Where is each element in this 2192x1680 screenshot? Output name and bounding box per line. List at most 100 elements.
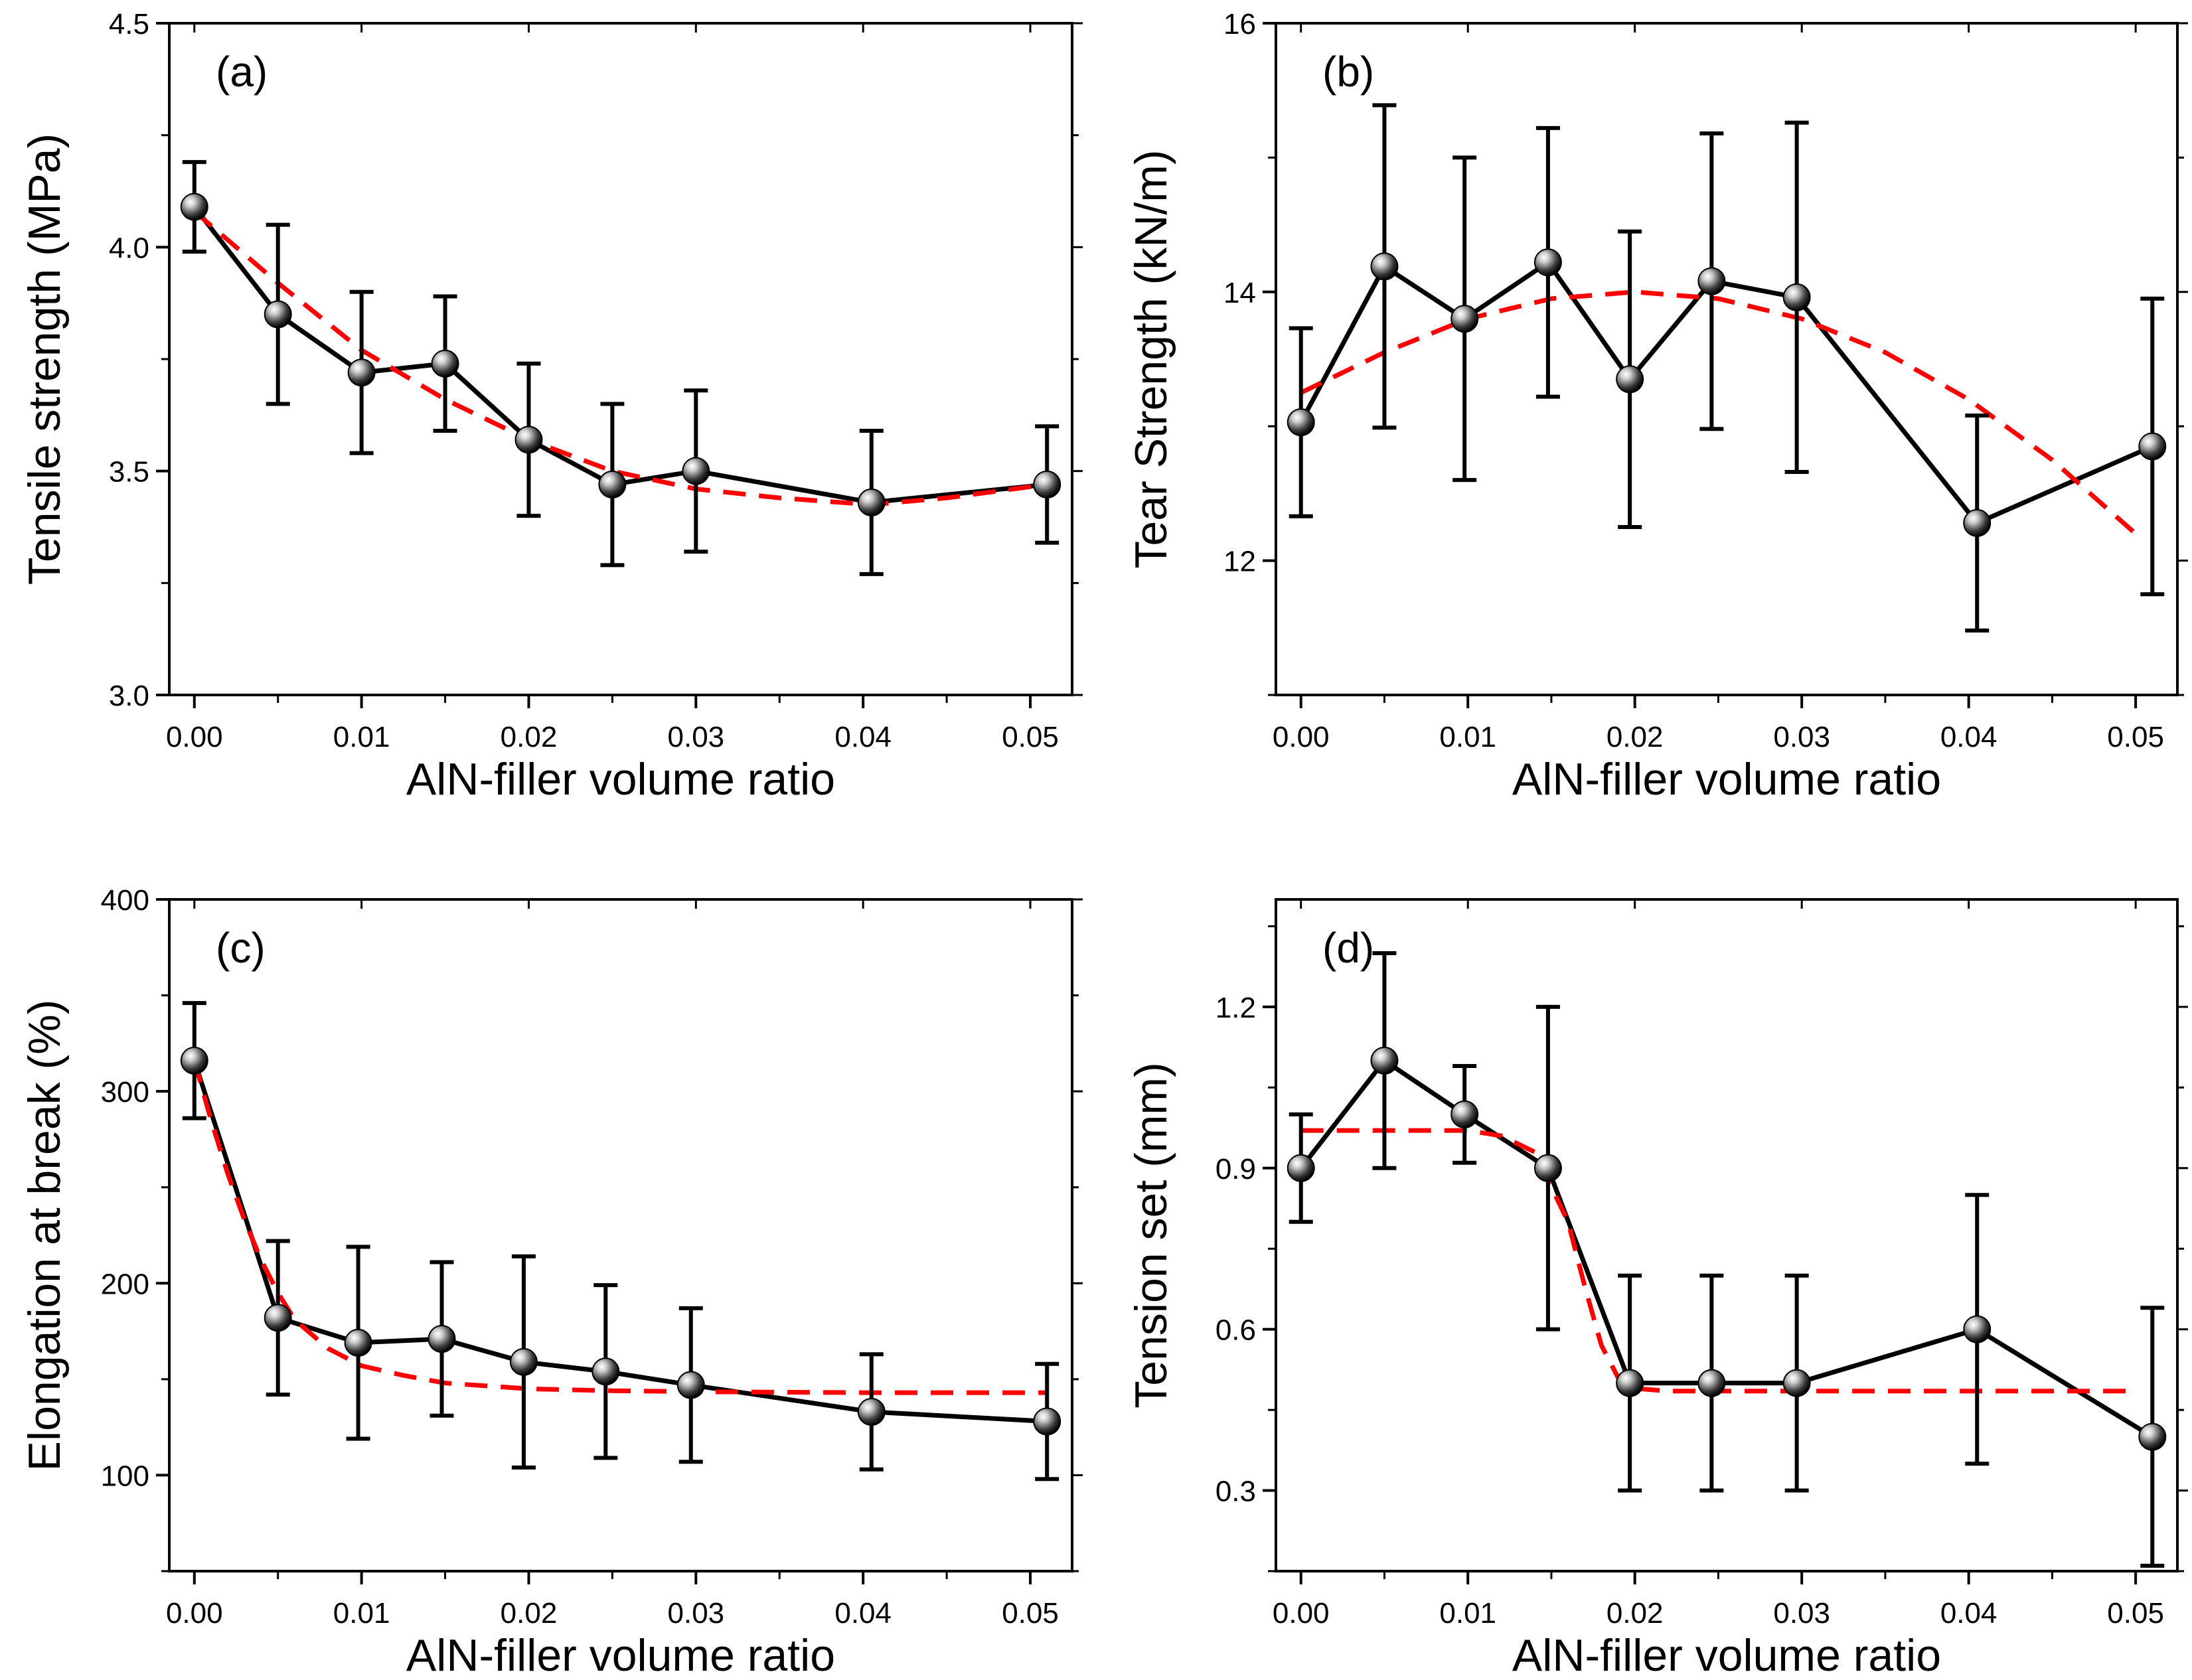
data-point — [1533, 248, 1562, 277]
chart-panel-2: 0.00 0.01 0.02 0.03 0.04 0.05 12 14 16 AlN-filler… — [1126, 8, 2188, 804]
data-point — [1450, 1100, 1479, 1128]
y-tick-label: 4.0 — [109, 232, 149, 264]
data-point — [676, 1371, 705, 1399]
data-point — [1450, 305, 1479, 333]
x-tick-label: 0.02 — [501, 721, 558, 753]
x-tick-label: 0.03 — [668, 1597, 725, 1630]
y-tick-label: 14 — [1223, 277, 1256, 309]
x-tick-label: 0.01 — [333, 721, 390, 753]
y-tick-label: 0.6 — [1215, 1314, 1256, 1347]
data-point — [1616, 365, 1644, 394]
fit-series-line — [1300, 1128, 2136, 1394]
data-point — [682, 457, 710, 485]
x-axis-title: AlN-filler volume ratio — [406, 1630, 835, 1680]
x-tick-label: 0.04 — [834, 721, 892, 753]
y-tick-label: 3.5 — [109, 456, 149, 489]
chart-panel-1: 0.00 0.01 0.02 0.03 0.04 0.05 3.0 3.5 4.0 4.5 AlN-… — [19, 8, 1083, 804]
data-point — [431, 349, 459, 378]
data-point — [1616, 1369, 1644, 1397]
y-axis-title: Tension set (mm) — [1126, 1062, 1176, 1408]
data-point — [1782, 1369, 1811, 1397]
x-tick-label: 0.02 — [501, 1597, 558, 1630]
y-tick-label: 400 — [101, 884, 149, 917]
data-point — [1963, 508, 1992, 537]
data-point — [180, 192, 208, 221]
data-point — [1033, 1407, 1061, 1436]
x-tick-label: 0.05 — [1002, 1597, 1059, 1630]
panel-label: (b) — [1322, 48, 1374, 96]
x-tick-label: 0.01 — [1439, 1597, 1496, 1630]
chart-panel-4: 0.00 0.01 0.02 0.03 0.04 0.05 0.3 0.6 0.9 1.2 AlN-… — [1126, 898, 2188, 1680]
data-point — [428, 1325, 456, 1353]
data-point — [1697, 1369, 1726, 1397]
data-point — [1370, 252, 1399, 281]
data-point — [1287, 408, 1315, 437]
data-point — [180, 1046, 208, 1075]
fit-series-line — [192, 1059, 1048, 1395]
data-point — [1963, 1315, 1992, 1343]
x-axis-title: AlN-filler volume ratio — [1512, 754, 1941, 804]
data-point — [598, 470, 627, 498]
y-tick-label: 3.0 — [109, 680, 149, 712]
y-tick-label: 4.5 — [109, 8, 149, 40]
fit-series-line — [193, 209, 1048, 507]
data-point — [264, 300, 292, 329]
data-point — [509, 1347, 538, 1376]
plot-frame — [168, 898, 1073, 1572]
data-point — [344, 1328, 372, 1357]
x-tick-label: 0.04 — [1940, 1597, 1997, 1630]
data-point — [1533, 1154, 1562, 1182]
data-point — [857, 1398, 886, 1426]
data-point — [1782, 283, 1811, 311]
data-point — [1033, 470, 1061, 498]
panel-label: (a) — [216, 48, 268, 96]
y-tick-label: 12 — [1223, 546, 1256, 578]
x-tick-label: 0.05 — [1002, 721, 1059, 753]
data-point — [591, 1357, 620, 1386]
data-point — [514, 425, 543, 454]
x-tick-label: 0.04 — [1940, 721, 1997, 753]
x-tick-label: 0.00 — [166, 721, 223, 753]
y-tick-label: 16 — [1223, 8, 1256, 40]
y-axis-title: Tensile strength (MPa) — [19, 133, 70, 585]
panel-label: (d) — [1322, 924, 1374, 972]
x-tick-label: 0.02 — [1606, 1597, 1664, 1630]
y-tick-label: 0.9 — [1215, 1153, 1256, 1185]
data-point — [1697, 267, 1726, 295]
panel-label: (c) — [216, 924, 266, 972]
x-tick-label: 0.01 — [333, 1597, 390, 1630]
x-tick-label: 0.00 — [1273, 721, 1330, 753]
y-axis-title: Tear Strength (kN/m) — [1126, 149, 1176, 568]
y-axis-title: Elongation at break (%) — [19, 1000, 70, 1472]
fit-series-line — [1300, 289, 2138, 536]
x-tick-label: 0.00 — [1273, 1597, 1330, 1630]
plot-frame — [1275, 22, 2179, 696]
x-axis-title: AlN-filler volume ratio — [1512, 1630, 1941, 1680]
data-point — [264, 1304, 292, 1332]
y-tick-label: 0.3 — [1215, 1476, 1256, 1508]
x-tick-label: 0.05 — [2107, 1597, 2164, 1630]
y-tick-label: 1.2 — [1215, 992, 1256, 1024]
data-point — [2138, 1422, 2167, 1451]
data-point — [1287, 1154, 1315, 1182]
x-tick-label: 0.02 — [1606, 721, 1664, 753]
x-tick-label: 0.01 — [1439, 721, 1496, 753]
x-tick-label: 0.03 — [1773, 721, 1830, 753]
y-tick-label: 100 — [101, 1460, 149, 1492]
y-tick-label: 200 — [101, 1268, 149, 1300]
chart-panel-3: 0.00 0.01 0.02 0.03 0.04 0.05 100 200 300 400 AlN-… — [19, 884, 1083, 1680]
x-tick-label: 0.05 — [2107, 721, 2164, 753]
x-tick-label: 0.00 — [166, 1597, 223, 1630]
x-tick-label: 0.04 — [834, 1597, 892, 1630]
data-point — [857, 488, 886, 516]
y-tick-label: 300 — [101, 1076, 149, 1108]
plot-frame — [1275, 898, 2179, 1572]
x-axis-title: AlN-filler volume ratio — [406, 754, 835, 804]
x-tick-label: 0.03 — [1773, 1597, 1830, 1630]
data-point — [2138, 432, 2167, 461]
data-point — [347, 358, 376, 387]
x-tick-label: 0.03 — [668, 721, 725, 753]
data-point — [1370, 1046, 1399, 1075]
